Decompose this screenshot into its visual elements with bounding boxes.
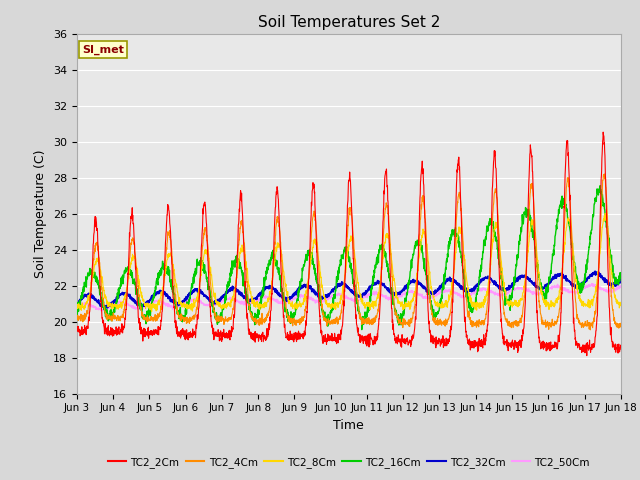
Line: TC2_4Cm: TC2_4Cm <box>77 174 621 330</box>
TC2_2Cm <box>365 331 372 337</box>
TC2_32Cm <box>73 300 81 305</box>
TC2_16Cm <box>617 272 625 277</box>
TC2_32Cm <box>569 283 577 288</box>
TC2_8Cm <box>148 309 156 314</box>
TC2_32Cm <box>376 280 384 286</box>
TC2_32Cm <box>225 288 232 294</box>
TC2_50Cm <box>584 284 592 290</box>
TC2_4Cm <box>73 317 81 323</box>
TC2_50Cm <box>507 288 515 294</box>
TC2_2Cm <box>617 344 625 350</box>
TC2_4Cm <box>584 323 591 328</box>
TC2_8Cm <box>376 279 384 285</box>
TC2_32Cm <box>100 305 108 311</box>
TC2_32Cm <box>365 287 372 292</box>
TC2_50Cm <box>376 292 384 298</box>
TC2_4Cm <box>365 321 372 326</box>
Line: TC2_8Cm: TC2_8Cm <box>77 214 621 312</box>
Text: SI_met: SI_met <box>82 44 124 55</box>
Line: TC2_16Cm: TC2_16Cm <box>77 186 621 330</box>
TC2_50Cm <box>73 304 81 310</box>
TC2_2Cm <box>583 353 591 359</box>
TC2_2Cm <box>376 300 384 305</box>
TC2_2Cm <box>73 326 81 332</box>
TC2_2Cm <box>599 129 607 135</box>
Line: TC2_50Cm: TC2_50Cm <box>77 284 621 311</box>
TC2_32Cm <box>584 276 592 281</box>
TC2_8Cm <box>602 211 609 216</box>
TC2_50Cm <box>225 296 232 302</box>
TC2_50Cm <box>617 285 625 290</box>
TC2_8Cm <box>584 303 592 309</box>
TC2_50Cm <box>99 308 107 313</box>
TC2_4Cm <box>507 324 515 330</box>
Line: TC2_2Cm: TC2_2Cm <box>77 132 621 356</box>
TC2_50Cm <box>569 289 577 295</box>
TC2_4Cm <box>569 253 577 259</box>
TC2_32Cm <box>507 284 515 290</box>
TC2_16Cm <box>507 297 515 303</box>
Line: TC2_32Cm: TC2_32Cm <box>77 271 621 308</box>
Legend: TC2_2Cm, TC2_4Cm, TC2_8Cm, TC2_16Cm, TC2_32Cm, TC2_50Cm: TC2_2Cm, TC2_4Cm, TC2_8Cm, TC2_16Cm, TC2… <box>104 453 594 472</box>
TC2_8Cm <box>569 246 577 252</box>
TC2_4Cm <box>586 327 594 333</box>
TC2_4Cm <box>376 288 384 293</box>
TC2_16Cm <box>596 183 604 189</box>
TC2_16Cm <box>569 249 577 255</box>
TC2_2Cm <box>507 340 515 346</box>
TC2_50Cm <box>588 281 596 287</box>
TC2_2Cm <box>584 346 592 352</box>
TC2_16Cm <box>358 327 365 333</box>
TC2_8Cm <box>365 303 372 309</box>
TC2_4Cm <box>601 171 609 177</box>
TC2_16Cm <box>584 252 592 258</box>
TC2_4Cm <box>225 315 232 321</box>
TC2_50Cm <box>365 292 372 298</box>
Title: Soil Temperatures Set 2: Soil Temperatures Set 2 <box>258 15 440 30</box>
TC2_16Cm <box>365 300 372 306</box>
TC2_8Cm <box>73 304 81 310</box>
TC2_4Cm <box>617 323 625 329</box>
TC2_8Cm <box>507 302 515 308</box>
TC2_16Cm <box>225 283 232 288</box>
TC2_16Cm <box>376 243 384 249</box>
TC2_8Cm <box>617 301 625 307</box>
TC2_2Cm <box>569 296 577 302</box>
TC2_2Cm <box>225 330 232 336</box>
X-axis label: Time: Time <box>333 419 364 432</box>
TC2_16Cm <box>73 307 81 313</box>
Y-axis label: Soil Temperature (C): Soil Temperature (C) <box>35 149 47 278</box>
TC2_8Cm <box>225 300 232 305</box>
TC2_32Cm <box>617 276 625 282</box>
TC2_32Cm <box>591 268 599 274</box>
